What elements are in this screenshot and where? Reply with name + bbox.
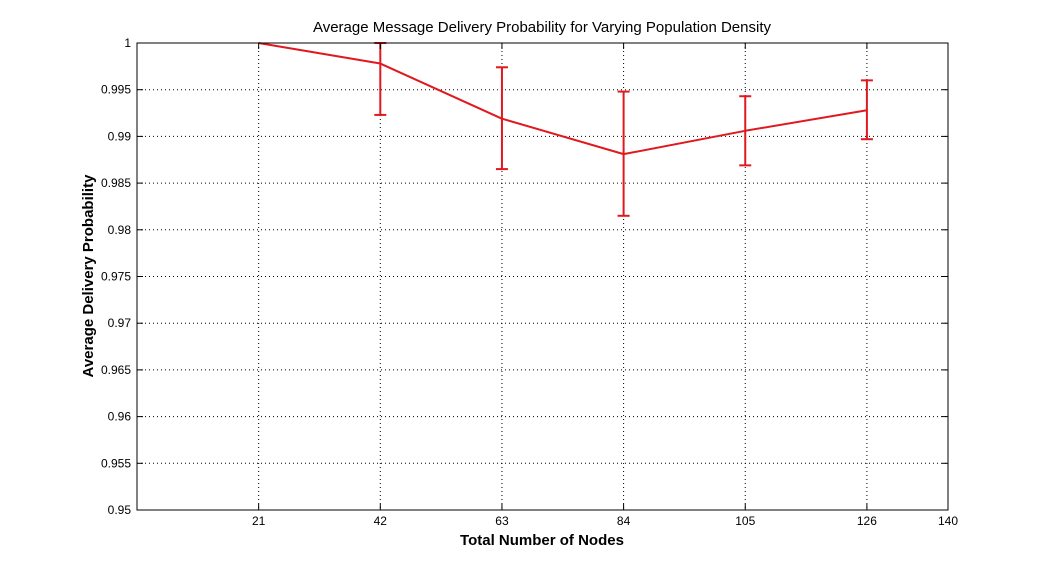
x-tick-label: 63: [495, 514, 509, 528]
plot-background: [137, 43, 948, 510]
error-bar: [617, 90, 630, 217]
series-line: [258, 42, 868, 156]
x-tick-label: 42: [374, 514, 388, 528]
x-tick-label: 105: [735, 514, 755, 528]
error-bar: [739, 95, 752, 167]
tick-labels: 21 42 63 84 105 126 140 0.95 0.955 0.96 0.965 0.97 0…: [101, 36, 958, 528]
x-tick-label: 84: [617, 514, 631, 528]
x-tick-label: 21: [252, 514, 266, 528]
y-axis-label: Average Delivery Probability: [80, 174, 97, 378]
y-tick-label: 0.955: [101, 456, 131, 470]
chart-title: Average Message Delivery Probability for…: [313, 19, 772, 36]
y-tick-label: 0.96: [108, 410, 132, 424]
y-tick-label: 0.97: [108, 316, 132, 330]
y-tick-label: 0.995: [101, 83, 131, 97]
x-tick-label: 140: [938, 514, 958, 528]
y-tick-label: 0.95: [108, 503, 132, 517]
y-tick-label: 1: [124, 36, 131, 50]
y-tick-label: 0.99: [108, 129, 132, 143]
y-tick-label: 0.975: [101, 270, 131, 284]
y-tick-label: 0.98: [108, 223, 132, 237]
axis-ticks: [137, 42, 949, 511]
x-tick-label: 126: [857, 514, 877, 528]
x-axis-label: Total Number of Nodes: [460, 532, 624, 549]
y-tick-label: 0.965: [101, 363, 131, 377]
y-tick-label: 0.985: [101, 176, 131, 190]
error-bar: [860, 79, 873, 141]
error-bar: [495, 66, 508, 171]
